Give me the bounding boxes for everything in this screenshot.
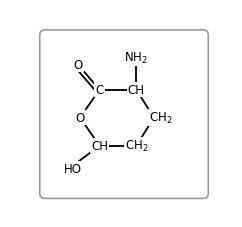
Text: O: O [74, 59, 83, 72]
Text: CH$_2$: CH$_2$ [125, 138, 148, 154]
Text: HO: HO [64, 162, 82, 175]
Text: CH$_2$: CH$_2$ [149, 111, 173, 126]
Text: CH: CH [128, 84, 145, 97]
Text: O: O [76, 112, 85, 125]
Text: C: C [95, 84, 104, 97]
Text: CH: CH [91, 140, 108, 153]
Text: NH$_2$: NH$_2$ [124, 50, 148, 65]
FancyBboxPatch shape [40, 31, 208, 199]
